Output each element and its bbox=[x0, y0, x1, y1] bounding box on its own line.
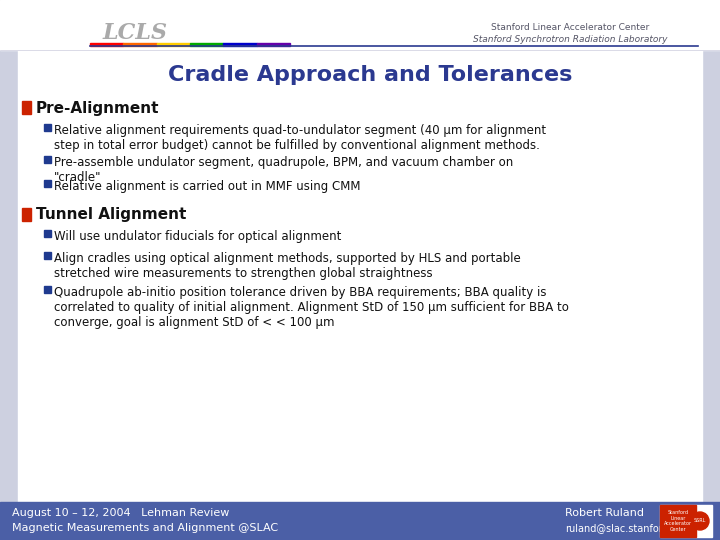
Bar bbox=[702, 0, 720, 502]
Text: Align cradles using optical alignment methods, supported by HLS and portable
str: Align cradles using optical alignment me… bbox=[54, 252, 521, 280]
Text: Relative alignment requirements quad-to-undulator segment (40 μm for alignment
s: Relative alignment requirements quad-to-… bbox=[54, 124, 546, 152]
Circle shape bbox=[691, 512, 709, 530]
Bar bbox=[22, 208, 31, 221]
Text: SSRL: SSRL bbox=[694, 518, 706, 523]
Bar bbox=[190, 43, 223, 46]
Bar bbox=[0, 0, 18, 502]
Text: Will use undulator fiducials for optical alignment: Will use undulator fiducials for optical… bbox=[54, 230, 341, 243]
Bar bbox=[223, 43, 256, 46]
FancyBboxPatch shape bbox=[660, 505, 712, 537]
Text: Tunnel Alignment: Tunnel Alignment bbox=[36, 207, 186, 222]
Text: Pre-Alignment: Pre-Alignment bbox=[36, 100, 160, 116]
Bar bbox=[44, 156, 50, 163]
Bar bbox=[44, 286, 50, 293]
Bar bbox=[256, 43, 290, 46]
Bar bbox=[90, 43, 123, 46]
Bar bbox=[22, 101, 31, 114]
Bar bbox=[44, 230, 50, 237]
Text: August 10 – 12, 2004   Lehman Review: August 10 – 12, 2004 Lehman Review bbox=[12, 508, 230, 518]
Text: ruland@slac.stanford.edu: ruland@slac.stanford.edu bbox=[565, 523, 690, 533]
Bar bbox=[123, 43, 157, 46]
Bar bbox=[0, 502, 720, 540]
Text: Relative alignment is carried out in MMF using CMM: Relative alignment is carried out in MMF… bbox=[54, 180, 361, 193]
Text: Cradle Approach and Tolerances: Cradle Approach and Tolerances bbox=[168, 65, 572, 85]
Text: Stanford Linear Accelerator Center: Stanford Linear Accelerator Center bbox=[491, 24, 649, 32]
Text: Magnetic Measurements and Alignment @SLAC: Magnetic Measurements and Alignment @SLA… bbox=[12, 523, 278, 533]
Text: LCLS: LCLS bbox=[102, 22, 168, 44]
Text: Robert Ruland: Robert Ruland bbox=[565, 508, 644, 518]
Bar bbox=[0, 0, 720, 50]
Bar bbox=[157, 43, 190, 46]
Bar bbox=[660, 505, 696, 537]
Text: Stanford
Linear
Accelerator
Center: Stanford Linear Accelerator Center bbox=[664, 510, 692, 532]
Bar bbox=[44, 124, 50, 131]
Text: Pre-assemble undulator segment, quadrupole, BPM, and vacuum chamber on
"cradle": Pre-assemble undulator segment, quadrupo… bbox=[54, 156, 513, 184]
Bar bbox=[44, 252, 50, 259]
Text: Stanford Synchrotron Radiation Laboratory: Stanford Synchrotron Radiation Laborator… bbox=[473, 35, 667, 44]
Text: Quadrupole ab-initio position tolerance driven by BBA requirements; BBA quality : Quadrupole ab-initio position tolerance … bbox=[54, 286, 569, 329]
Bar bbox=[44, 179, 50, 186]
